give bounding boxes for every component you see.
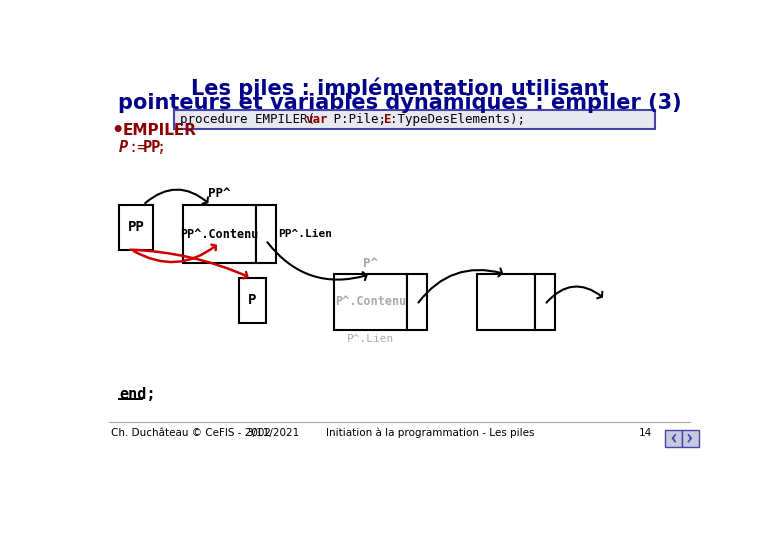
Text: Les piles : implémentation utilisant: Les piles : implémentation utilisant — [191, 77, 608, 99]
Bar — [239, 278, 266, 323]
Text: Initiation à la programmation - Les piles: Initiation à la programmation - Les pile… — [327, 428, 535, 438]
Text: :TypeDesElements);: :TypeDesElements); — [390, 113, 525, 126]
Text: :=: := — [129, 140, 147, 156]
Text: E: E — [385, 113, 392, 126]
Text: PP: PP — [128, 220, 144, 234]
Text: P^: P^ — [363, 258, 378, 271]
Bar — [334, 274, 406, 330]
Bar — [183, 205, 256, 264]
Bar — [477, 274, 534, 330]
Text: EMPILER: EMPILER — [122, 123, 197, 138]
Text: 14: 14 — [639, 428, 652, 438]
Text: PP^.Contenu: PP^.Contenu — [180, 228, 258, 241]
Text: Ch. Duchâteau © CeFIS - 2002: Ch. Duchâteau © CeFIS - 2002 — [112, 428, 271, 438]
Bar — [256, 205, 276, 264]
Text: •: • — [112, 121, 124, 140]
Text: P:Pile;: P:Pile; — [326, 113, 401, 126]
Bar — [665, 430, 682, 447]
Text: PP^.Lien: PP^.Lien — [278, 229, 332, 239]
Text: 3/11/2021: 3/11/2021 — [246, 428, 300, 438]
Text: P^.Lien: P^.Lien — [346, 334, 394, 343]
Text: PP^: PP^ — [208, 187, 230, 200]
Text: PP: PP — [143, 140, 161, 156]
Text: var: var — [305, 113, 328, 126]
Text: P: P — [119, 140, 129, 156]
Text: end;: end; — [119, 387, 156, 402]
Text: P: P — [248, 293, 257, 307]
Bar — [119, 205, 154, 249]
Text: pointeurs et variables dynamiques : empiler (3): pointeurs et variables dynamiques : empi… — [118, 93, 682, 113]
Text: ;: ; — [157, 140, 165, 156]
Text: procedure EMPILER(: procedure EMPILER( — [179, 113, 314, 126]
Bar — [406, 274, 427, 330]
Text: P^.Contenu: P^.Contenu — [335, 295, 406, 308]
Bar — [534, 274, 555, 330]
Bar — [682, 430, 699, 447]
FancyBboxPatch shape — [174, 110, 654, 129]
